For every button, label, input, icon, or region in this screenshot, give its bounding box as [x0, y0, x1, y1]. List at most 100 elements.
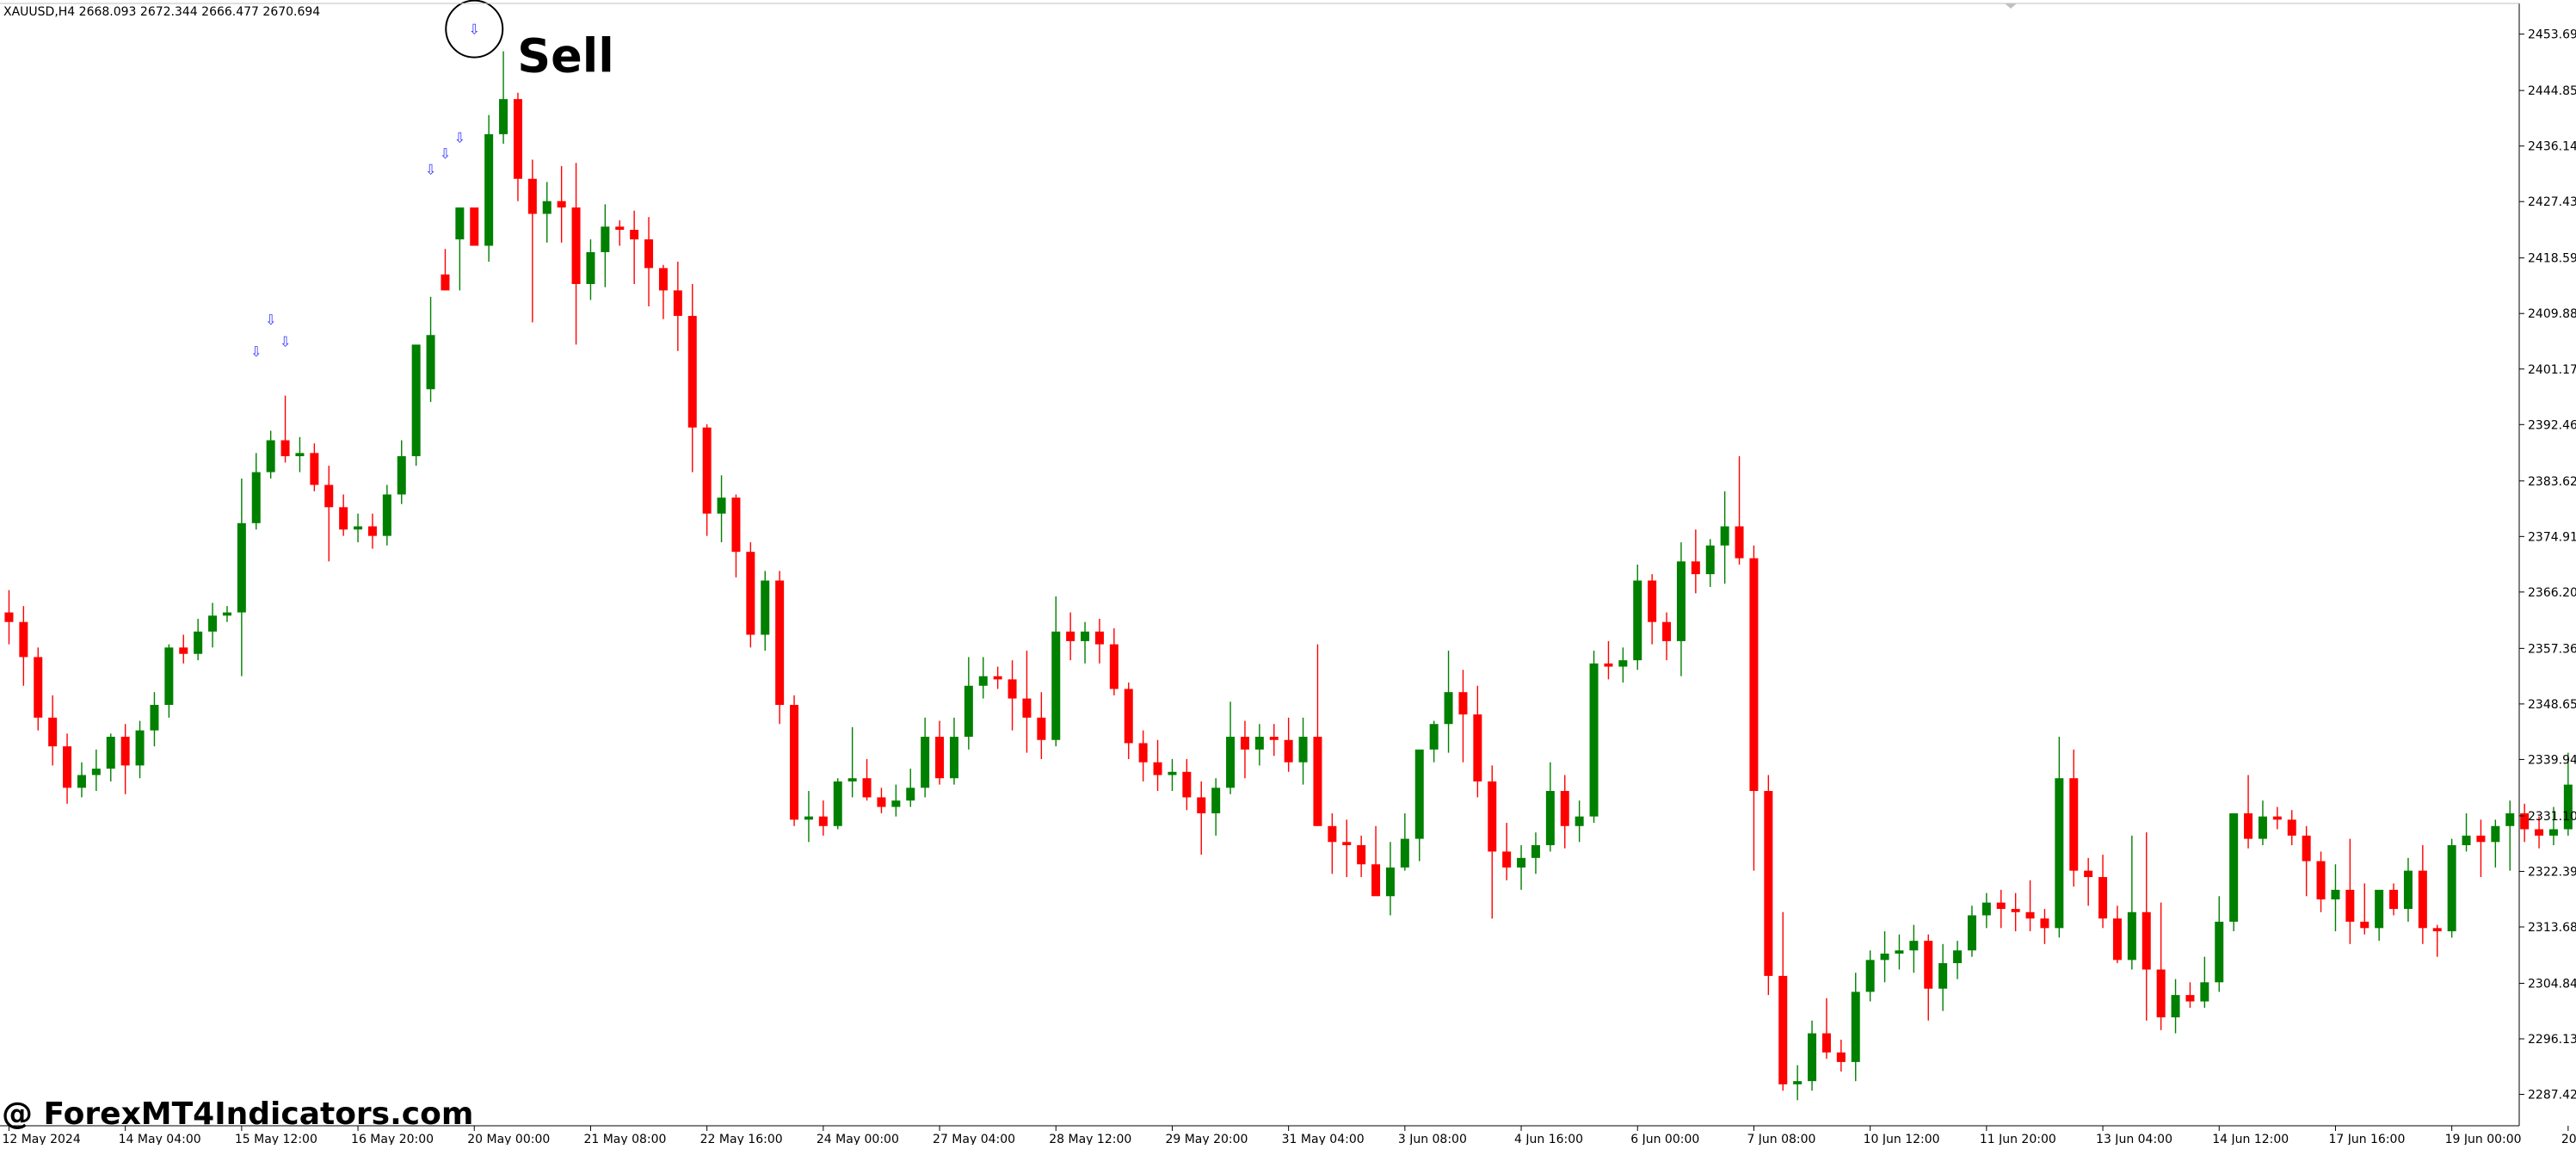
bullish-candle: [2491, 825, 2500, 843]
bearish-candle: [2084, 870, 2093, 878]
bearish-candle: [2156, 969, 2166, 1018]
bearish-candle: [2011, 909, 2020, 912]
price-tick-label: 2418.590: [2528, 252, 2576, 266]
bearish-candle: [2476, 835, 2486, 843]
bearish-candle: [1342, 842, 1352, 845]
bearish-candle: [775, 580, 785, 705]
time-tick-label: 12 May 2024: [2, 1133, 80, 1145]
chart-shift-marker-icon[interactable]: [2005, 3, 2017, 9]
bullish-candle: [237, 522, 246, 613]
bullish-candle: [484, 133, 494, 246]
bearish-candle: [1996, 902, 2006, 910]
bullish-candle: [194, 631, 203, 654]
sell-arrow-icon: ⇩: [454, 130, 465, 146]
bearish-candle: [527, 178, 537, 214]
bearish-candle: [1328, 825, 1337, 843]
price-tick-label: 2304.840: [2528, 977, 2576, 991]
bearish-candle: [1008, 679, 1017, 699]
bearish-candle: [1502, 851, 1512, 868]
time-tick-label: 22 May 16:00: [700, 1133, 783, 1145]
price-tick-label: 2296.130: [2528, 1033, 2576, 1047]
bullish-candle: [1865, 960, 1875, 992]
bullish-candle: [1298, 737, 1308, 763]
bullish-candle: [1414, 749, 1424, 839]
bullish-candle: [499, 99, 508, 134]
price-tick-label: 2339.940: [2528, 753, 2576, 767]
bullish-candle: [717, 497, 726, 514]
bullish-candle: [1589, 663, 1599, 817]
bearish-candle: [1648, 580, 1657, 622]
bearish-candle: [1182, 771, 1192, 798]
bullish-candle: [164, 647, 174, 705]
bearish-candle: [1109, 644, 1119, 689]
bearish-candle: [280, 440, 290, 457]
bearish-candle: [513, 99, 522, 179]
sell-arrow-icon: ⇩: [425, 162, 436, 178]
bearish-candle: [1124, 689, 1133, 744]
bearish-candle: [2287, 819, 2296, 836]
time-tick-label: 17 Jun 16:00: [2328, 1133, 2405, 1145]
bullish-candle: [1211, 788, 1221, 813]
sell-arrow-icon: ⇩: [250, 343, 262, 360]
bullish-candle: [411, 344, 421, 457]
time-tick-label: 21 May 08:00: [583, 1133, 666, 1145]
bearish-candle: [48, 717, 58, 747]
bearish-candle: [658, 268, 668, 291]
bearish-candle: [2272, 816, 2282, 820]
bearish-candle: [2345, 889, 2355, 922]
bullish-candle: [978, 676, 988, 686]
bullish-candle: [295, 453, 305, 457]
time-tick-label: 27 May 04:00: [933, 1133, 1015, 1145]
bullish-candle: [1705, 545, 1715, 575]
time-tick-label: 20 May 00:00: [467, 1133, 550, 1145]
sell-arrow-icon: ⇩: [469, 22, 480, 38]
bullish-candle: [1808, 1033, 1817, 1082]
bullish-candle: [1633, 580, 1642, 661]
bullish-candle: [397, 456, 406, 495]
bullish-candle: [586, 251, 595, 284]
bearish-candle: [2098, 877, 2108, 919]
bullish-candle: [1168, 771, 1177, 775]
bearish-candle: [1037, 717, 1046, 740]
bullish-candle: [601, 226, 610, 252]
time-tick-label: 29 May 20:00: [1165, 1133, 1248, 1145]
bearish-candle: [2069, 778, 2079, 871]
bearish-candle: [1560, 791, 1569, 826]
bullish-candle: [949, 737, 958, 779]
bearish-candle: [339, 507, 348, 530]
bullish-candle: [1429, 724, 1439, 750]
time-tick-label: 20 Jun 08:00: [2561, 1133, 2576, 1145]
bullish-candle: [761, 580, 770, 635]
bullish-candle: [1895, 950, 1904, 954]
bullish-candle: [2215, 921, 2224, 983]
bullish-candle: [906, 788, 915, 801]
bearish-candle: [818, 816, 828, 826]
time-axis[interactable]: 12 May 2024 14 May 04:00 15 May 12:00 16 Ma…: [2, 1126, 2576, 1146]
bearish-candle: [4, 612, 14, 622]
bearish-candle: [2025, 911, 2035, 919]
time-tick-label: 16 May 20:00: [351, 1133, 434, 1145]
bearish-candle: [441, 274, 450, 291]
bullish-candle: [1676, 561, 1685, 641]
bullish-candle: [1400, 838, 1409, 868]
bearish-candle: [615, 226, 625, 231]
bullish-candle: [1938, 963, 1948, 989]
price-tick-label: 2444.850: [2528, 84, 2576, 98]
price-tick-label: 2401.170: [2528, 363, 2576, 377]
time-tick-label: 24 May 00:00: [817, 1133, 899, 1145]
bearish-candle: [19, 621, 28, 658]
bullish-candle: [1517, 857, 1526, 868]
bearish-candle: [1240, 737, 1249, 750]
time-tick-label: 6 Jun 00:00: [1630, 1133, 1699, 1145]
bearish-candle: [1022, 698, 1032, 718]
bullish-candle: [1575, 816, 1584, 826]
bearish-candle: [367, 526, 377, 536]
bearish-candle: [935, 737, 945, 779]
bearish-candle: [1604, 663, 1613, 667]
bullish-candle: [382, 494, 391, 536]
price-axis[interactable]: 2453.690 2444.850 2436.140 2427.430 2418.590…: [2519, 28, 2576, 1103]
time-tick-label: 3 Jun 08:00: [1398, 1133, 1467, 1145]
bullish-candle: [1254, 737, 1264, 750]
